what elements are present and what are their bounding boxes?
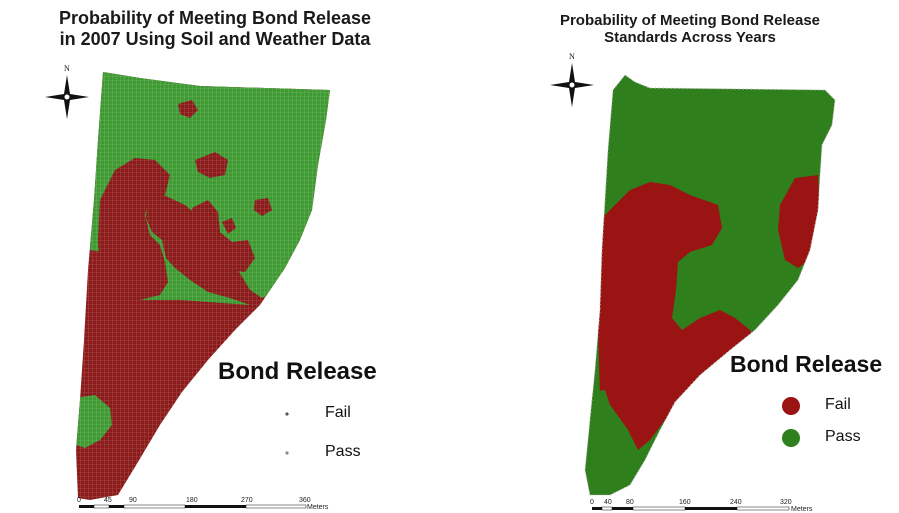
right-legend-fail-label: Fail: [825, 396, 851, 413]
right-scale-tick-2: 80: [626, 499, 634, 506]
right-legend-pass-label: Pass: [825, 428, 861, 445]
left-scale-tick-5: 360: [299, 497, 311, 504]
right-scale-tick-4: 240: [730, 499, 742, 506]
right-scale-tick-0: 0: [590, 499, 594, 506]
right-scale-bar: 0 40 80 160 240 320 Meters: [590, 499, 813, 513]
left-legend-fail-label: Fail: [325, 404, 351, 421]
left-map-graphic: N 0 45: [45, 64, 330, 511]
left-scale-tick-0: 0: [77, 497, 81, 504]
left-scale-tick-2: 90: [129, 497, 137, 504]
right-fail-swatch: [782, 397, 800, 415]
left-fail-swatch: [285, 412, 289, 416]
right-scale-tick-3: 160: [679, 499, 691, 506]
left-north-label: N: [64, 64, 70, 73]
left-title-line1: Probability of Meeting Bond Release: [58, 8, 372, 28]
left-scale-bar: 0 45 90 180 270 360 Meters: [77, 497, 329, 511]
right-north-label: N: [569, 52, 575, 61]
north-arrow-icon: N: [550, 52, 594, 107]
left-pass-swatch: [285, 451, 289, 455]
right-scale-tick-1: 40: [604, 499, 612, 506]
left-scale-tick-4: 270: [241, 497, 253, 504]
left-map-area: [76, 72, 330, 500]
right-legend-title: Bond Release: [730, 351, 883, 377]
left-map-title: Probability of Meeting Bond Release in 2…: [0, 8, 430, 49]
left-map-panel: Probability of Meeting Bond Release in 2…: [0, 8, 430, 511]
right-scale-tick-5: 320: [780, 499, 792, 506]
left-scale-tick-1: 45: [104, 497, 112, 504]
right-map-area: [585, 75, 835, 495]
left-legend-title: Bond Release: [218, 358, 377, 385]
right-map-panel: Probability of Meeting Bond Release Stan…: [450, 0, 899, 513]
left-legend-pass-label: Pass: [325, 443, 361, 460]
right-scale-unit: Meters: [791, 506, 813, 513]
left-scale-unit: Meters: [307, 504, 329, 511]
right-pass-swatch: [782, 429, 800, 447]
right-map-title: Probability of Meeting Bond Release Stan…: [505, 12, 875, 47]
right-title-line1: Probability of Meeting Bond Release: [559, 12, 821, 29]
left-scale-tick-3: 180: [186, 497, 198, 504]
north-arrow-icon: N: [45, 64, 89, 119]
right-title-line2: Standards Across Years: [604, 29, 776, 47]
left-title-line2: in 2007 Using Soil and Weather Data: [59, 28, 371, 49]
right-map-graphic: N 0 40 80 160 240 32: [550, 52, 836, 513]
